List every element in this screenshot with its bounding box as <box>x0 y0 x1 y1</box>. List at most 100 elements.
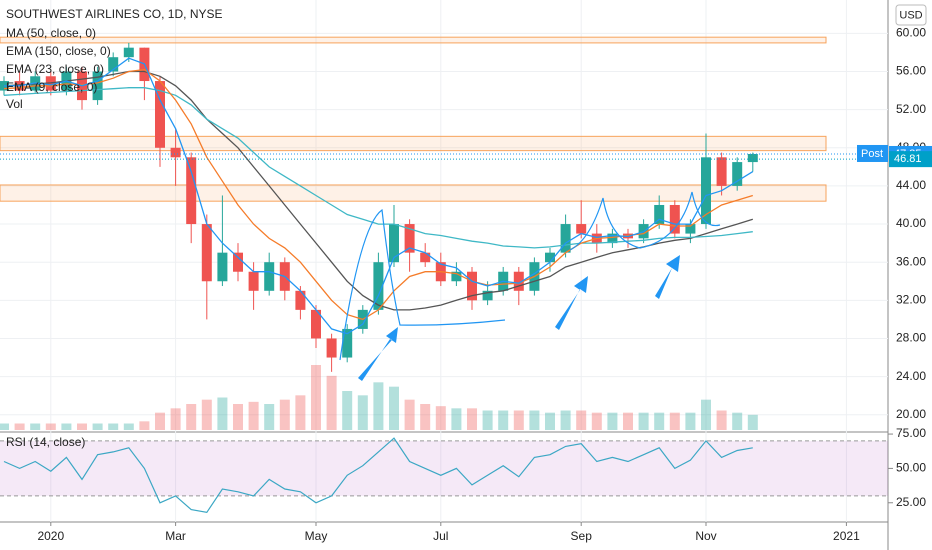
candle-body <box>701 157 711 225</box>
volume-bar <box>498 410 509 430</box>
candle-body <box>576 224 587 234</box>
volume-bar <box>45 423 56 430</box>
price-badge <box>889 151 932 168</box>
volume-bar <box>591 412 602 430</box>
rsi-tick-label: 25.00 <box>896 495 926 509</box>
candle-body <box>92 71 103 101</box>
volume-bar <box>201 399 212 430</box>
volume-bar <box>607 412 618 430</box>
rsi-band <box>0 440 888 496</box>
volume-bar <box>311 365 321 430</box>
candle-body <box>108 57 119 72</box>
candle-body <box>389 224 399 263</box>
volume-bar <box>108 423 119 430</box>
volume-bar <box>217 397 228 430</box>
candle-body <box>420 252 431 263</box>
candle-body <box>513 271 524 291</box>
candle-body <box>342 328 353 358</box>
candle-body <box>451 271 462 282</box>
volume-bar <box>170 408 181 430</box>
y-tick-label: 20.00 <box>896 407 926 421</box>
volume-bar <box>513 410 524 430</box>
x-tick-label: May <box>305 529 328 543</box>
volume-bar <box>560 410 571 430</box>
volume-bar <box>732 412 743 430</box>
volume-bar <box>482 410 493 430</box>
volume-bar <box>716 410 727 430</box>
candle-body <box>186 157 197 225</box>
candle-body <box>326 338 337 358</box>
volume-bar <box>529 410 540 430</box>
arrows <box>358 255 680 381</box>
x-tick-label: 2020 <box>37 529 64 543</box>
volume-bar <box>701 399 711 430</box>
volume-bar <box>264 404 275 430</box>
volume-bar <box>638 412 649 430</box>
volume-bar <box>326 375 337 430</box>
volume-bar <box>279 399 290 430</box>
y-tick-label: 40.00 <box>896 216 926 230</box>
candle-body <box>716 157 727 186</box>
rsi-tick-label: 50.00 <box>896 461 926 475</box>
volume-bar <box>576 410 587 430</box>
candle-body <box>404 224 415 253</box>
y-tick-label: 24.00 <box>896 369 926 383</box>
candle-body <box>654 204 665 225</box>
volume-bar <box>654 412 665 430</box>
y-tick-label: 32.00 <box>896 293 926 307</box>
volume-bar <box>0 423 9 430</box>
candle-body <box>295 290 306 310</box>
y-tick-label: 36.00 <box>896 254 926 268</box>
volume-bar <box>420 404 431 430</box>
legend-entry: EMA (150, close, 0) <box>6 44 111 58</box>
volume-bar <box>61 423 72 430</box>
volume-bar <box>77 423 87 430</box>
volume-bar <box>435 406 446 430</box>
legend-entry: Vol <box>6 97 23 111</box>
legend-entry: MA (50, close, 0) <box>6 26 96 40</box>
volume-bar <box>357 395 368 430</box>
arrow <box>655 255 680 299</box>
x-tick-label: Jul <box>433 529 448 543</box>
candle-body <box>248 271 259 291</box>
x-tick-label: Mar <box>165 529 186 543</box>
y-tick-label: 44.00 <box>896 178 926 192</box>
candle-body <box>732 162 743 186</box>
x-tick-label: Sep <box>571 529 593 543</box>
rsi-tick-label: 75.00 <box>896 426 926 440</box>
candle-body <box>482 290 493 301</box>
volume-bar <box>14 423 25 430</box>
volume-bar <box>186 404 197 430</box>
annotation-curve <box>569 191 721 251</box>
volume-bar <box>623 412 633 430</box>
price-badge-label: 46.81 <box>894 153 922 165</box>
volume-bar <box>467 408 477 430</box>
candle-body <box>607 233 618 244</box>
candle-body <box>201 224 212 282</box>
candle-body <box>669 204 680 234</box>
y-tick-label: 56.00 <box>896 64 926 78</box>
candle-body <box>545 252 555 263</box>
candle-body <box>264 262 275 291</box>
candle-body <box>685 224 696 234</box>
volume-bar <box>373 382 384 430</box>
legend-entry: EMA (23, close, 0) <box>6 62 104 76</box>
moving-average <box>4 57 754 335</box>
volume-bar <box>295 395 306 430</box>
x-tick-label: Nov <box>695 529 716 543</box>
candle-body <box>747 153 758 163</box>
plot <box>0 0 893 526</box>
arrow <box>555 276 588 330</box>
y-tick-label: 60.00 <box>896 26 926 40</box>
candle-body <box>123 47 134 58</box>
currency-box[interactable] <box>895 4 927 26</box>
volume-bar <box>30 423 41 430</box>
post-badge <box>857 144 888 162</box>
rsi-legend: RSI (14, close) <box>6 435 85 449</box>
post-label: Post <box>861 148 883 160</box>
candle-body <box>373 262 384 310</box>
legend: SOUTHWEST AIRLINES CO, 1D, NYSE MA (50, … <box>6 7 223 449</box>
currency: USD <box>899 9 922 21</box>
volume-bar <box>451 408 462 430</box>
